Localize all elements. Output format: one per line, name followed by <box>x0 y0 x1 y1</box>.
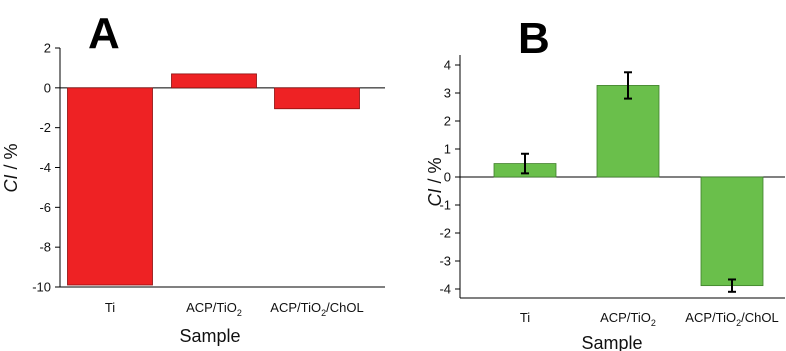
panel-b-category-label: ACP/TiO2/ChOL <box>685 310 778 328</box>
panel-b-y-tick-label: 2 <box>444 114 451 129</box>
panel-b-letter: B <box>518 14 550 63</box>
panel-b-category-label: Ti <box>520 310 530 325</box>
panel-b-y-axis-title: CI / % <box>425 157 445 206</box>
panel-a-y-tick-label: -6 <box>39 200 51 215</box>
panel-b-bar <box>596 85 660 178</box>
panel-a-y-tick-label: -10 <box>32 280 51 295</box>
panel-a-letter: A <box>88 9 120 58</box>
panel-a-y-axis-title-rest: / % <box>1 143 21 174</box>
panel-b-y-tick-label: -4 <box>439 282 451 297</box>
panel-b-y-axis-title-italic: CI <box>425 189 445 207</box>
panel-a-y-tick-label: -2 <box>39 120 51 135</box>
panel-b-y-tick-label: -2 <box>439 226 451 241</box>
panel-a-y-tick-label: -4 <box>39 160 51 175</box>
panel-a-y-axis-title-italic: CI <box>1 175 21 193</box>
panel-a-bar <box>171 73 257 89</box>
panel-a-y-tick-label: -8 <box>39 240 51 255</box>
panel-b-y-tick-label: -3 <box>439 254 451 269</box>
panel-a-category-label: ACP/TiO2 <box>186 300 242 318</box>
panel-b-bar <box>700 176 764 287</box>
panel-b-y-tick-label: 0 <box>444 170 451 185</box>
panel-b-y-axis-title-rest: / % <box>425 157 445 188</box>
panel-a-bar <box>274 87 360 110</box>
panel-b-y-tick-label: 4 <box>444 58 451 73</box>
panel-b-y-tick-label: -1 <box>439 198 451 213</box>
panel-a-bar <box>67 87 153 286</box>
panel-a-category-label: Ti <box>105 300 115 315</box>
panel-b-y-tick-label: 3 <box>444 86 451 101</box>
panel-b-y-tick-label: 1 <box>444 142 451 157</box>
panel-a-y-tick-label: 2 <box>44 41 51 56</box>
panel-a-chart: A 20-2-4-6-8-10 Ti ACP/TiO2 ACP/TiO2/ChOL … <box>1 9 385 346</box>
panel-a-x-axis-title: Sample <box>179 326 240 346</box>
panel-b-category-label: ACP/TiO2 <box>600 310 656 328</box>
panel-a-y-axis-title: CI / % <box>1 143 21 192</box>
panel-a-category-label: ACP/TiO2/ChOL <box>270 300 363 318</box>
panel-a-y-tick-label: 0 <box>44 80 51 95</box>
panel-b-x-axis-title: Sample <box>581 333 642 351</box>
